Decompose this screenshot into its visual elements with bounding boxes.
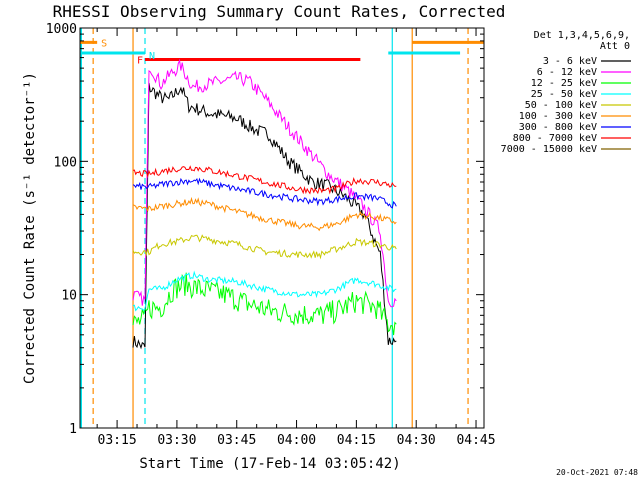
legend-label-3: 25 - 50 keV: [531, 89, 597, 100]
x-tick-label-1: 03:30: [157, 433, 196, 448]
x-tick-label-3: 04:00: [277, 433, 316, 448]
x-tick-label-0: 03:15: [98, 433, 137, 448]
y-tick-label-3: 1000: [46, 22, 77, 37]
flag-label-F: F: [137, 56, 143, 67]
legend-label-8: 7000 - 15000 keV: [501, 144, 597, 155]
axes: 1 10 100 1000 03:15 03:30 03:45 04:00 04:15 04:30…: [46, 22, 496, 448]
x-tick-label-2: 03:45: [217, 433, 256, 448]
series-line-1: [132, 58, 397, 308]
x-tick-label-6: 04:45: [456, 433, 495, 448]
plot-frame: [79, 27, 485, 429]
flag-label-S: S: [101, 38, 107, 49]
flag-label-N: N: [149, 51, 155, 62]
legend-label-0: 3 - 6 keV: [543, 56, 597, 67]
series-line-2: [132, 272, 397, 336]
legend-label-1: 6 - 12 keV: [537, 67, 597, 78]
y-tick-label-2: 100: [54, 155, 77, 170]
series-line-6: [132, 177, 397, 209]
legend-label-2: 12 - 25 keV: [531, 78, 597, 89]
plot-area: S NF: [80, 28, 484, 428]
series-line-3: [132, 270, 397, 312]
x-tick-label-4: 04:15: [337, 433, 376, 448]
legend-label-7: 800 - 7000 keV: [513, 133, 597, 144]
y-tick-label-0: 1: [69, 422, 77, 437]
series-line-7: [132, 165, 397, 195]
legend-header-1: Att 0: [600, 41, 630, 52]
y-tick-label-1: 10: [61, 289, 77, 304]
timestamp: 20-Oct-2021 07:48: [556, 468, 638, 477]
series-line-0: [132, 82, 397, 350]
x-tick-label-5: 04:30: [397, 433, 436, 448]
legend-label-5: 100 - 300 keV: [519, 111, 597, 122]
legend-label-4: 50 - 100 keV: [525, 100, 597, 111]
y-axis-label: Corrected Count Rate (s⁻¹ detector⁻¹): [22, 72, 38, 384]
series-line-5: [132, 196, 397, 232]
legend-label-6: 300 - 800 keV: [519, 122, 597, 133]
x-axis-label: Start Time (17-Feb-14 03:05:42): [139, 456, 400, 472]
legend-header-0: Det 1,3,4,5,6,9,: [534, 30, 630, 41]
chart-title: RHESSI Observing Summary Count Rates, Co…: [53, 2, 506, 21]
series-line-4: [132, 234, 397, 260]
